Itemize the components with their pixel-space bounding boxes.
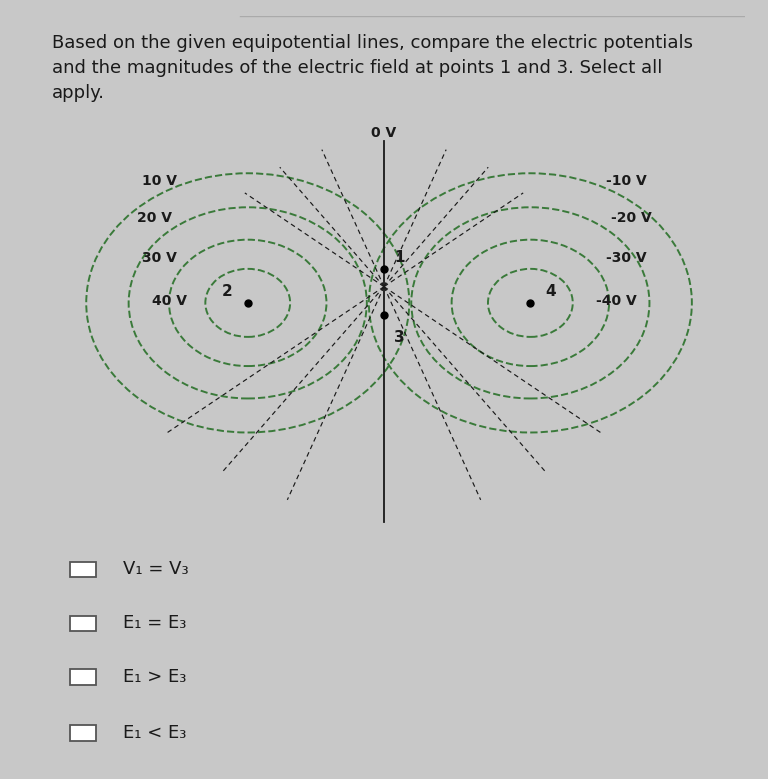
Text: 0 V: 0 V (372, 125, 396, 139)
Text: E₁ > E₃: E₁ > E₃ (123, 668, 186, 686)
Text: -20 V: -20 V (611, 211, 652, 225)
Text: 40 V: 40 V (152, 294, 187, 308)
Text: 4: 4 (545, 284, 556, 299)
Bar (70, 725, 97, 741)
Text: E₁ < E₃: E₁ < E₃ (123, 724, 186, 742)
Text: -30 V: -30 V (606, 252, 647, 266)
Bar (70, 669, 97, 685)
Text: Based on the given equipotential lines, compare the electric potentials
and the : Based on the given equipotential lines, … (52, 34, 693, 102)
Text: -10 V: -10 V (606, 174, 647, 189)
Text: E₁ = E₃: E₁ = E₃ (123, 614, 186, 633)
Text: V₁ = V₃: V₁ = V₃ (123, 560, 188, 579)
Bar (70, 562, 97, 577)
Text: 2: 2 (222, 284, 233, 299)
Text: 3: 3 (394, 330, 405, 344)
Text: -40 V: -40 V (596, 294, 637, 308)
Text: 1: 1 (394, 250, 405, 265)
Bar (70, 615, 97, 631)
Text: 20 V: 20 V (137, 211, 172, 225)
Text: 30 V: 30 V (142, 252, 177, 266)
Text: 10 V: 10 V (142, 174, 177, 189)
